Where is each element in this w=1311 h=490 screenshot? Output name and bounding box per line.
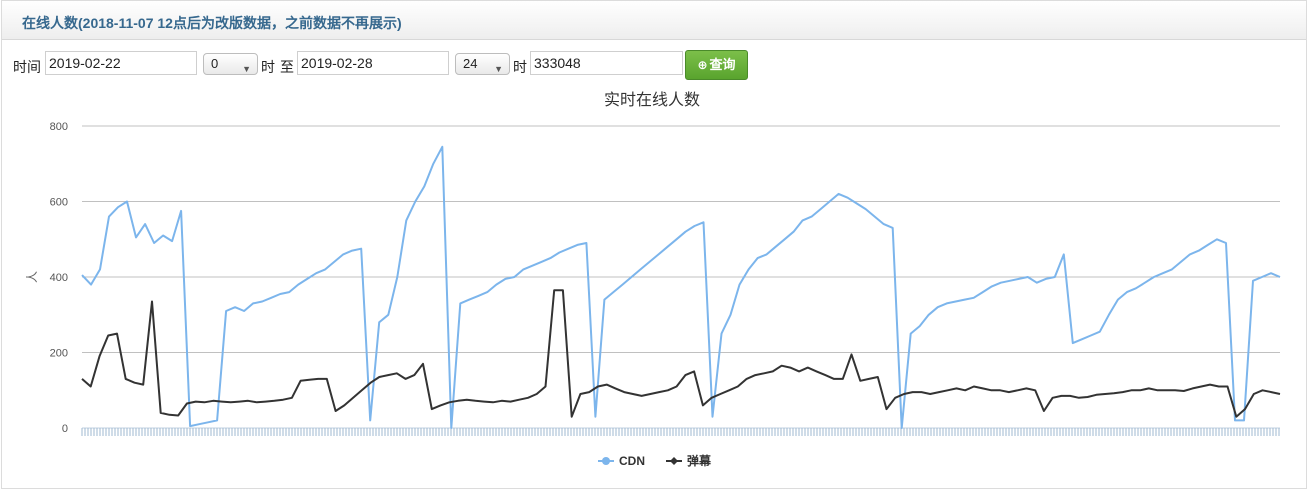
legend-item-danmaku[interactable]: 弹幕: [666, 453, 712, 468]
y-tick-label-600: 600: [50, 197, 68, 209]
end-hour-value: 24: [463, 56, 478, 71]
legend-item-cdn[interactable]: CDN: [598, 454, 645, 468]
legend-label-danmaku: 弹幕: [687, 453, 712, 468]
chart-title: 实时在线人数: [604, 90, 700, 109]
filter-toolbar: 时间 2019-02-22 0 ▼ 时 至 2019-02-28 24 ▼ 时 …: [2, 50, 1306, 80]
y-axis-ticks: 0 200 400 600 800: [50, 121, 68, 435]
end-hour-select[interactable]: 24 ▼: [455, 53, 510, 75]
legend-marker-cdn: [602, 457, 610, 465]
hour-label: 时: [261, 59, 275, 75]
y-tick-label-800: 800: [50, 121, 68, 133]
chevron-down-icon: ▼: [242, 64, 251, 74]
grid-lines: [82, 125, 1280, 429]
search-plus-icon: ⊕: [697, 58, 708, 72]
legend-marker-danmaku: [670, 457, 678, 465]
series-line-cdn: [81, 145, 1281, 429]
start-date-input[interactable]: 2019-02-22: [45, 51, 197, 75]
y-axis-title: 人: [25, 271, 39, 283]
time-label: 时间: [13, 59, 41, 75]
hour-label-2: 时: [513, 59, 527, 75]
y-tick-label-200: 200: [50, 348, 68, 360]
end-date-input[interactable]: 2019-02-28: [297, 51, 449, 75]
legend: CDN 弹幕: [598, 453, 712, 468]
x-axis: [81, 427, 1280, 436]
legend-label-cdn: CDN: [619, 454, 645, 468]
room-id-input[interactable]: 333048: [530, 51, 683, 75]
start-hour-value: 0: [211, 56, 219, 71]
panel-title: 在线人数(2018-11-07 12点后为改版数据，之前数据不再展示): [22, 15, 402, 31]
panel-header: 在线人数(2018-11-07 12点后为改版数据，之前数据不再展示): [2, 0, 1306, 40]
chevron-down-icon: ▼: [494, 64, 503, 74]
y-tick-label-0: 0: [62, 423, 68, 435]
to-label: 至: [280, 59, 294, 75]
start-hour-select[interactable]: 0 ▼: [203, 53, 258, 75]
y-tick-label-400: 400: [50, 272, 68, 284]
series-line-danmaku: [81, 289, 1281, 418]
series-lines: [81, 145, 1281, 429]
query-button-label: 查询: [709, 57, 736, 72]
query-button[interactable]: ⊕ 查询: [685, 50, 748, 80]
